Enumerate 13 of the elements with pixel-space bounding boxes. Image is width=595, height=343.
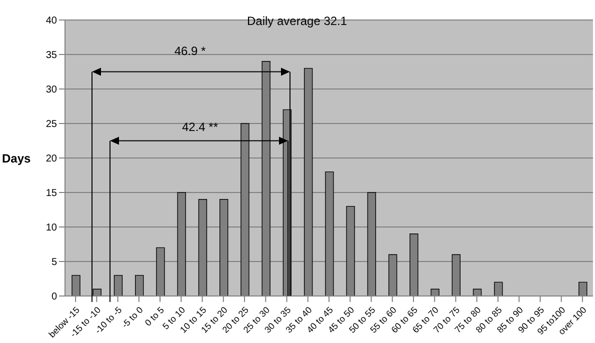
y-axis-title: Days (2, 151, 32, 166)
y-tick-label: 0 (51, 292, 58, 303)
y-tick-label: 5 (51, 257, 58, 268)
y-tick-label: 20 (46, 154, 58, 165)
y-tick-label: 40 (46, 16, 58, 27)
annotation: 46.9 * (174, 44, 206, 58)
y-tick-label: 25 (46, 119, 58, 130)
y-tick-label: 35 (46, 50, 58, 62)
y-tick-label: 15 (46, 188, 58, 200)
y-tick-label: 10 (46, 222, 58, 234)
annotation: 42.4 ** (182, 120, 218, 134)
annotation: Daily average 32.1 (247, 14, 348, 28)
y-tick-label: 30 (46, 84, 58, 96)
